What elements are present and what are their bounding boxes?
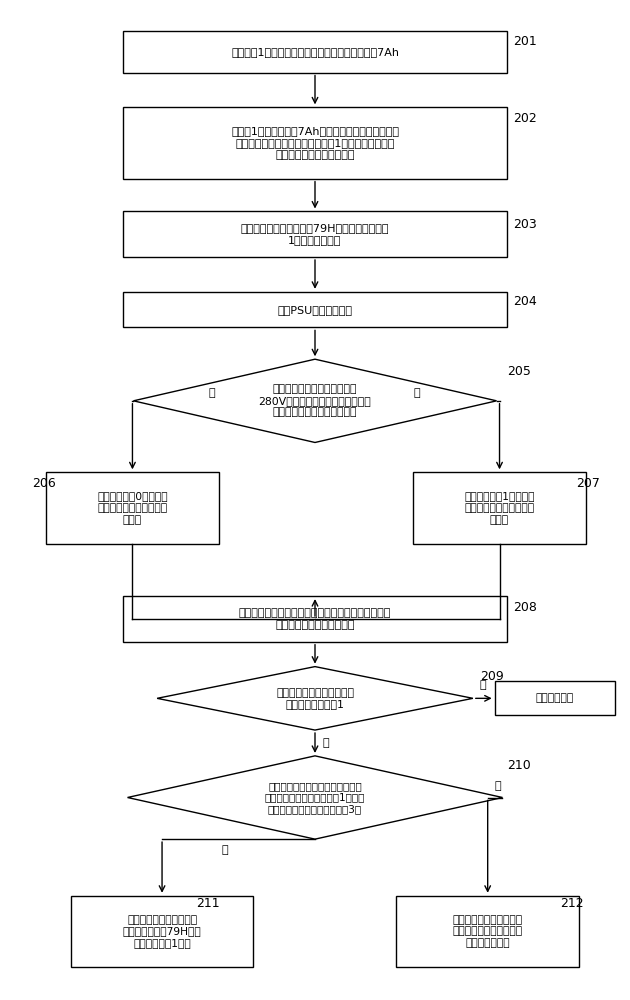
Text: 判断当前输入电压的逻辑值
是否为第二逻辑值1: 判断当前输入电压的逻辑值 是否为第二逻辑值1	[276, 688, 354, 709]
Bar	[71, 896, 253, 967]
Text: 211: 211	[197, 897, 220, 910]
Bar	[495, 681, 615, 715]
Bar	[123, 292, 507, 327]
Text: 预先将1号寄存器中的7Ah地址位设置为一个故障状态
字地址位，且设置监测参数电压与1号寄存器中故障状
态字地址位的第一对应关系: 预先将1号寄存器中的7Ah地址位设置为一个故障状态 字地址位，且设置监测参数电压…	[231, 126, 399, 160]
Text: 205: 205	[507, 365, 531, 378]
Bar	[46, 472, 219, 544]
Text: 预先设置1个寄存器，并为该寄存器划分地址空间7Ah: 预先设置1个寄存器，并为该寄存器划分地址空间7Ah	[231, 47, 399, 57]
Text: 207: 207	[576, 477, 600, 490]
Text: 结束当前流程: 结束当前流程	[536, 693, 574, 703]
Text: 212: 212	[559, 897, 583, 910]
Text: 203: 203	[513, 218, 537, 231]
Bar	[396, 896, 579, 967]
Text: 否: 否	[480, 680, 486, 690]
Text: 预先设置监测参数电压与79H状态位中的地址位
1的第二对应关系: 预先设置监测参数电压与79H状态位中的地址位 1的第二对应关系	[241, 223, 389, 245]
Text: 确定当前输入电压为外界
干扰，并对当前输入电压
进行自恢复处理: 确定当前输入电压为外界 干扰，并对当前输入电压 进行自恢复处理	[452, 915, 523, 948]
Text: 是: 是	[221, 845, 228, 855]
Bar	[123, 107, 507, 179]
Text: 否: 否	[495, 781, 501, 791]
Text: 209: 209	[480, 670, 503, 683]
Text: 将第一逻辑值0存储在查
找到的第一故障状态字地
址位中: 将第一逻辑值0存储在查 找到的第一故障状态字地 址位中	[97, 491, 168, 525]
Text: 206: 206	[32, 477, 55, 490]
Text: 确定为电源故障，根据第
二对应关系，将79H状态
位中的地址位1置高: 确定为电源故障，根据第 二对应关系，将79H状态 位中的地址位1置高	[123, 915, 202, 948]
Polygon shape	[134, 359, 496, 442]
Bar	[123, 31, 507, 73]
Text: 侦测PSU当前输入电压: 侦测PSU当前输入电压	[277, 305, 353, 315]
Polygon shape	[127, 756, 503, 839]
Text: 204: 204	[513, 295, 537, 308]
Text: 208: 208	[513, 601, 537, 614]
Text: 否: 否	[413, 388, 420, 398]
Text: 解析所述第一故障状态字地址位，并获取所述第一故
障状态字地址位中的逻辑值: 解析所述第一故障状态字地址位，并获取所述第一故 障状态字地址位中的逻辑值	[239, 608, 391, 630]
Bar	[123, 211, 507, 257]
Text: 将第一次侦测到的输入电压值
280V与预先设置的阈值进行比较，
判断当前输入电压是否正常，: 将第一次侦测到的输入电压值 280V与预先设置的阈值进行比较， 判断当前输入电压…	[259, 384, 371, 417]
Bar	[413, 472, 586, 544]
Text: 202: 202	[513, 112, 537, 125]
Text: 判断当前已经连续确定出当前输入
电压的逻辑值为第二逻辑值1的次数
是否达到预先设置的次数阈值3次: 判断当前已经连续确定出当前输入 电压的逻辑值为第二逻辑值1的次数 是否达到预先设…	[265, 781, 365, 814]
Text: 是: 是	[208, 388, 215, 398]
Text: 210: 210	[507, 759, 531, 772]
Bar	[123, 596, 507, 642]
Polygon shape	[157, 667, 473, 730]
Text: 将第二逻辑值1存储在查
找到的第一故障状态字地
址位中: 将第二逻辑值1存储在查 找到的第一故障状态字地 址位中	[464, 491, 535, 525]
Text: 是: 是	[323, 738, 329, 748]
Text: 201: 201	[513, 35, 537, 48]
